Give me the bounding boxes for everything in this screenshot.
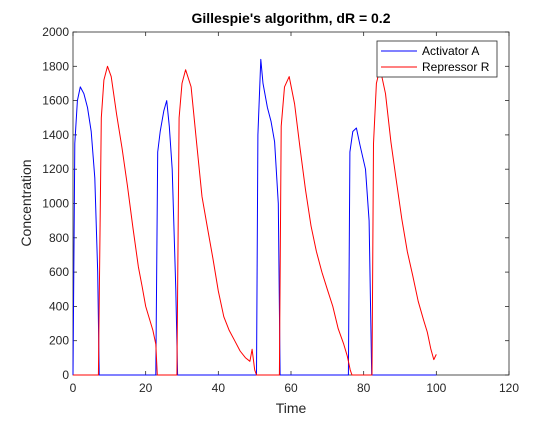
y-tick-label: 200 (49, 334, 69, 348)
y-axis-label: Concentration (18, 159, 34, 246)
x-tick-label: 40 (212, 381, 226, 395)
y-tick-label: 600 (49, 265, 69, 279)
legend-label: Repressor R (422, 60, 490, 74)
series-line-activator (72, 58, 437, 376)
plot-area: 0 20 40 60 80 100 1200200400600800100012001400… (42, 25, 519, 395)
y-tick-label: 1000 (42, 197, 69, 211)
x-tick-label: 20 (139, 381, 153, 395)
x-axis-label: Time (276, 400, 307, 416)
y-tick-label: 1400 (42, 128, 69, 142)
y-tick-label: 1800 (42, 59, 69, 73)
x-tick-label: 80 (357, 381, 371, 395)
x-tick-label: 100 (426, 381, 446, 395)
y-tick-label: 2000 (42, 25, 69, 39)
chart-title: Gillespie's algorithm, dR = 0.2 (191, 10, 390, 26)
y-tick-label: 400 (49, 299, 69, 313)
x-tick-label: 120 (499, 381, 519, 395)
legend-box (376, 40, 498, 78)
x-tick-label: 60 (284, 381, 298, 395)
y-tick-label: 0 (62, 368, 69, 382)
y-tick-label: 800 (49, 231, 69, 245)
y-tick-label: 1200 (42, 162, 69, 176)
series-line-repressor (73, 65, 437, 376)
y-tick-label: 1600 (42, 94, 69, 108)
legend-label: Activator A (422, 44, 479, 58)
x-tick-label: 0 (70, 381, 77, 395)
